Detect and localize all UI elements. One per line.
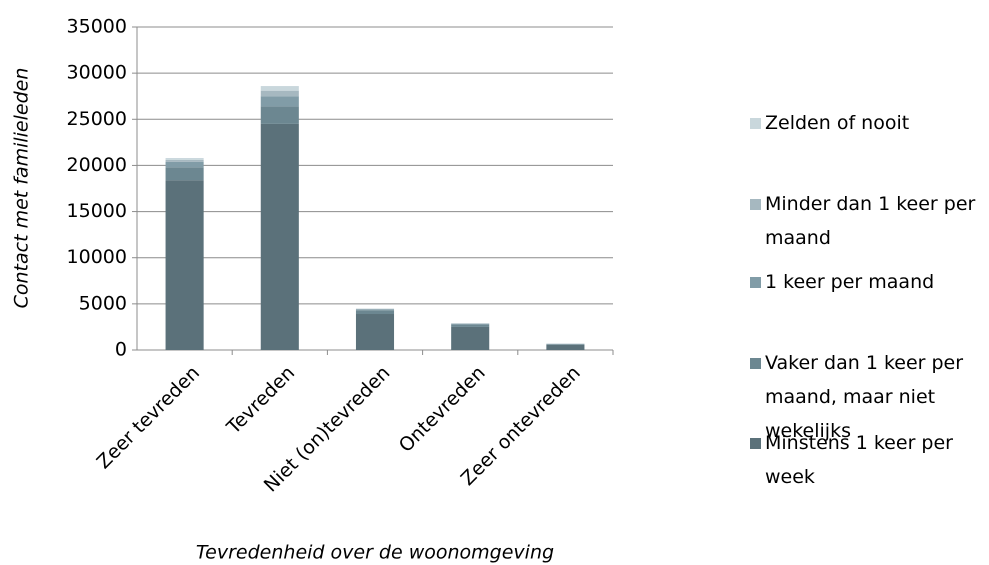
y-tick-label: 15000 <box>67 200 127 222</box>
y-tick-label: 5000 <box>79 292 127 314</box>
bar-segment <box>355 314 395 350</box>
x-axis-title: Tevredenheid over de woonomgeving <box>196 542 554 564</box>
legend-swatch <box>750 199 761 210</box>
legend-swatch <box>750 358 761 369</box>
legend-label: Minstens 1 keer per week <box>765 432 953 488</box>
y-tick-label: 20000 <box>67 154 127 176</box>
legend-item: Minder dan 1 keer per maand <box>750 187 985 255</box>
legend-label: 1 keer per maand <box>765 271 935 293</box>
legend-item: 1 keer per maand <box>750 265 985 299</box>
legend-swatch <box>750 277 761 288</box>
bar-segment <box>260 90 299 97</box>
bar-segment <box>165 159 204 162</box>
bar-segment <box>546 344 585 350</box>
bar-segment <box>165 180 204 350</box>
bar-segment <box>260 123 299 351</box>
bar-segment <box>451 323 490 325</box>
y-tick-label: 35000 <box>67 16 127 38</box>
legend-swatch <box>750 438 761 449</box>
legend-label: Zelden of nooit <box>765 112 910 134</box>
bar-segment <box>260 86 299 91</box>
bar-segment <box>546 344 585 345</box>
x-tick-label: Ontevreden <box>395 362 490 457</box>
bar-segment <box>165 167 204 181</box>
legend-item: Vaker dan 1 keer per maand, maar niet we… <box>750 346 985 448</box>
bar-segment <box>355 310 395 315</box>
legend-label: Vaker dan 1 keer per maand, maar niet we… <box>765 352 964 442</box>
y-tick-label: 10000 <box>67 246 127 268</box>
x-tick-label: Tevreden <box>222 362 299 439</box>
bar-segment <box>451 324 490 327</box>
bar-segment <box>355 309 395 311</box>
y-tick-label: 30000 <box>67 62 127 84</box>
legend-item: Zelden of nooit <box>750 106 985 140</box>
bar-segment <box>260 106 299 124</box>
bar-segment <box>165 158 204 160</box>
y-tick-label: 0 <box>115 339 127 361</box>
legend-item: Minstens 1 keer per week <box>750 426 985 494</box>
y-tick-label: 25000 <box>67 108 127 130</box>
legend-swatch <box>750 118 761 129</box>
legend-label: Minder dan 1 keer per maand <box>765 193 976 249</box>
bar-segment <box>451 326 490 350</box>
y-axis-title: Contact met familieleden <box>11 68 33 309</box>
x-tick-label: Zeer tevreden <box>93 362 204 473</box>
bar-segment <box>260 96 299 107</box>
bar-segment <box>165 161 204 168</box>
